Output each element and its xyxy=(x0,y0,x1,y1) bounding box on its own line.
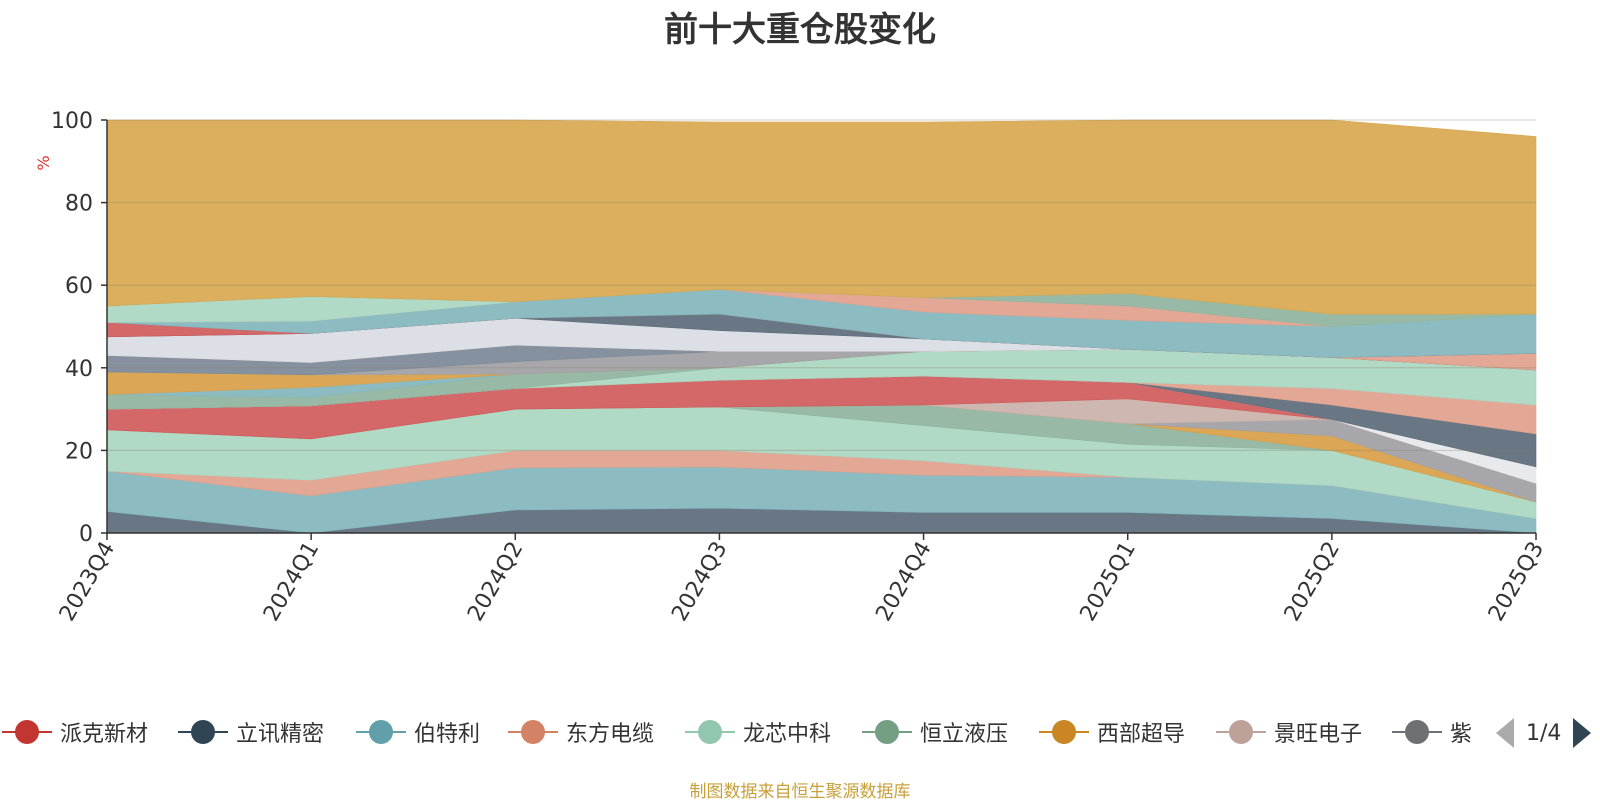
y-tick-label: 0 xyxy=(79,522,93,547)
legend-marker-icon xyxy=(508,717,558,747)
legend-item[interactable]: 龙芯中科 xyxy=(685,712,831,752)
legend: 派克新材 立讯精密 伯特利 东方电缆 龙芯中科 恒立液压 西部超导 景旺电子 紫 xyxy=(0,712,1480,752)
pager-label: 1/4 xyxy=(1526,720,1562,746)
legend-label: 东方电缆 xyxy=(566,722,655,747)
y-tick-label: 100 xyxy=(51,109,93,134)
legend-item[interactable]: 派克新材 xyxy=(2,712,148,752)
legend-label: 派克新材 xyxy=(60,722,149,747)
grid-lines xyxy=(107,119,1536,451)
legend-label: 西部超导 xyxy=(1097,722,1186,747)
legend-marker-icon xyxy=(1216,717,1266,747)
legend-marker-icon xyxy=(862,717,912,747)
y-tick-label: 60 xyxy=(65,274,93,299)
y-tick-label: 20 xyxy=(65,439,93,464)
area-band-26 xyxy=(106,119,1537,315)
source-note: 制图数据来自恒生聚源数据库 xyxy=(689,782,911,802)
x-tick-label: 2025Q1 xyxy=(1076,538,1141,626)
chart-title: 前十大重仓股变化 xyxy=(664,10,936,50)
legend-item[interactable]: 立讯精密 xyxy=(178,712,324,752)
legend-label: 恒立液压 xyxy=(920,722,1009,747)
legend-marker-icon xyxy=(1392,717,1442,747)
legend-label: 紫 xyxy=(1450,722,1473,747)
x-tick-label: 2024Q4 xyxy=(871,538,936,626)
legend-item[interactable]: 东方电缆 xyxy=(508,712,654,752)
y-axis-label: % xyxy=(34,155,53,170)
legend-marker-icon xyxy=(685,717,735,747)
y-tick-label: 80 xyxy=(65,192,93,217)
y-tick-label: 40 xyxy=(65,357,93,382)
pager-next-icon[interactable] xyxy=(1573,718,1592,748)
legend-item[interactable]: 紫 xyxy=(1392,712,1472,752)
legend-item[interactable]: 恒立液压 xyxy=(862,712,1008,752)
legend-label: 景旺电子 xyxy=(1274,722,1363,747)
legend-label: 伯特利 xyxy=(414,722,481,747)
legend-marker-icon xyxy=(2,717,52,747)
legend-item[interactable]: 伯特利 xyxy=(356,712,480,752)
legend-marker-icon xyxy=(1039,717,1089,747)
x-tick-label: 2024Q2 xyxy=(463,538,528,626)
stacked-area-chart: 0 20 40 60 80 100 2023Q4 2024Q1 2024Q2 2024Q3 2024… xyxy=(34,109,1549,626)
x-tick-label: 2025Q3 xyxy=(1484,538,1549,626)
x-tick-label: 2025Q2 xyxy=(1280,538,1345,626)
legend-label: 立讯精密 xyxy=(236,722,325,747)
legend-marker-icon xyxy=(178,717,228,747)
legend-item[interactable]: 景旺电子 xyxy=(1216,712,1362,752)
legend-label: 龙芯中科 xyxy=(743,722,832,747)
legend-item[interactable]: 西部超导 xyxy=(1039,712,1185,752)
x-tick-label: 2024Q1 xyxy=(259,538,324,626)
legend-pager: 1/4 xyxy=(1496,716,1592,750)
legend-marker-icon xyxy=(356,717,406,747)
pager-prev-icon[interactable] xyxy=(1496,718,1514,748)
x-tick-label: 2024Q3 xyxy=(667,538,732,626)
area-bands xyxy=(106,119,1537,534)
x-tick-label: 2023Q4 xyxy=(55,538,120,626)
